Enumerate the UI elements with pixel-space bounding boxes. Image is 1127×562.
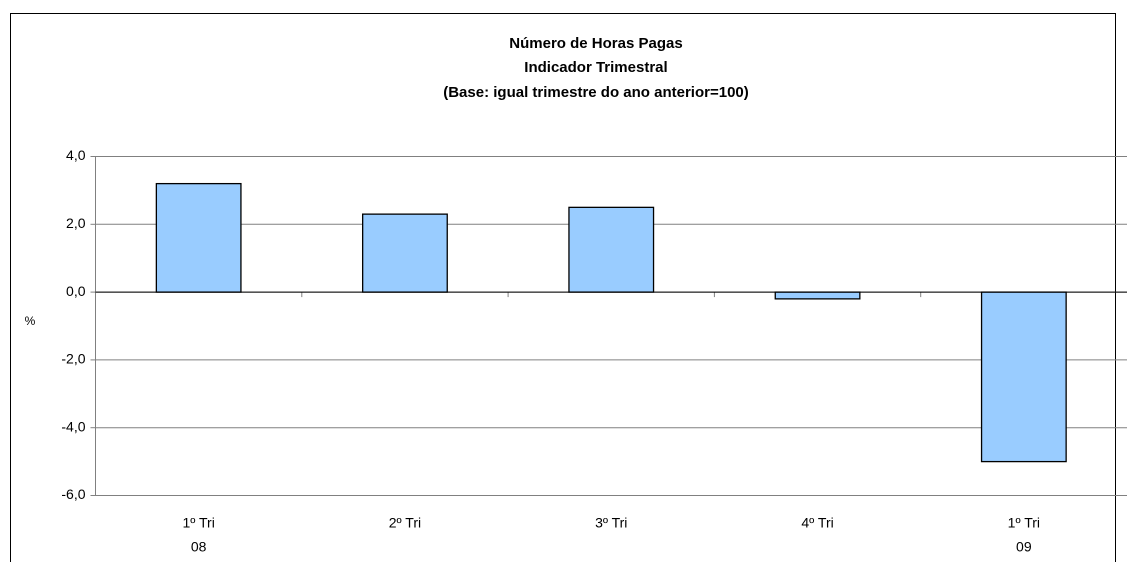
chart-subtitle: (Base: igual trimestre do ano anterior=1… [443, 84, 749, 101]
chart-subtitle: Indicador Trimestral [524, 59, 667, 76]
y-tick-label: 4,0 [66, 147, 86, 163]
bar [362, 213, 448, 293]
y-axis-label: % [25, 314, 36, 328]
chart-frame [10, 13, 1116, 562]
bar [774, 291, 861, 300]
y-tick-label: -6,0 [61, 486, 85, 502]
y-tick-label: -2,0 [61, 351, 85, 367]
x-tick-label: 08 [191, 539, 207, 555]
x-tick-label: 09 [1016, 539, 1032, 555]
x-tick-label: 4º Tri [801, 515, 833, 531]
x-tick-label: 3º Tri [595, 515, 627, 531]
y-tick-label: 2,0 [66, 215, 86, 231]
chart-title: Número de Horas Pagas [509, 35, 682, 52]
bar [980, 291, 1067, 463]
y-tick-label: -4,0 [61, 418, 85, 434]
x-tick-label: 1º Tri [182, 515, 214, 531]
x-tick-label: 1º Tri [1008, 515, 1040, 531]
x-tick-label: 2º Tri [389, 515, 421, 531]
bar [568, 206, 655, 293]
y-tick-label: 0,0 [66, 283, 86, 299]
bar [155, 182, 242, 293]
